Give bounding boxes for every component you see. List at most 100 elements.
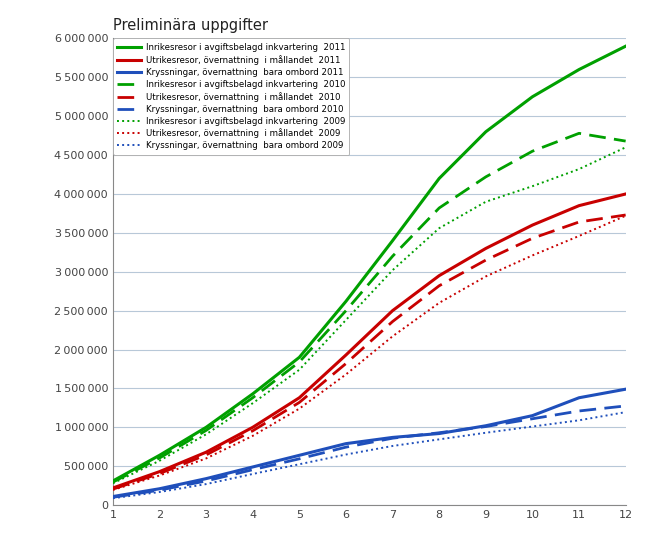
Utrikesresor, övernattning  i mållandet  2010 (109, 486, 117, 492)
Utrikesresor, övernattning  i mållandet  2011 (435, 272, 443, 279)
Utrikesresor, övernattning  i mållandet  2009 (155, 472, 163, 479)
Utrikesresor, övernattning  i mållandet  2011 (342, 352, 350, 358)
Utrikesresor, övernattning  i mållandet  2009 (249, 433, 257, 439)
Utrikesresor, övernattning  i mållandet  2009 (482, 273, 490, 279)
Inrikesresor i avgiftsbelagd inkvartering  2009 (482, 198, 490, 205)
Kryssningar, övernattning  bara ombord 2011 (342, 440, 350, 447)
Inrikesresor i avgiftsbelagd inkvartering  2009 (203, 431, 210, 438)
Inrikesresor i avgiftsbelagd inkvartering  2010 (482, 173, 490, 180)
Inrikesresor i avgiftsbelagd inkvartering  2010 (622, 138, 630, 144)
Kryssningar, övernattning  bara ombord 2010 (482, 423, 490, 430)
Inrikesresor i avgiftsbelagd inkvartering  2009 (622, 144, 630, 150)
Line: Kryssningar, övernattning  bara ombord 2011: Kryssningar, övernattning bara ombord 20… (113, 389, 626, 496)
Kryssningar, övernattning  bara ombord 2010 (295, 456, 303, 462)
Kryssningar, övernattning  bara ombord 2009 (622, 409, 630, 416)
Utrikesresor, övernattning  i mållandet  2011 (528, 222, 536, 228)
Kryssningar, övernattning  bara ombord 2011 (249, 464, 257, 470)
Utrikesresor, övernattning  i mållandet  2010 (622, 212, 630, 219)
Line: Utrikesresor, övernattning  i mållandet  2010: Utrikesresor, övernattning i mållandet 2… (113, 215, 626, 489)
Inrikesresor i avgiftsbelagd inkvartering  2011 (622, 43, 630, 49)
Inrikesresor i avgiftsbelagd inkvartering  2009 (342, 317, 350, 323)
Utrikesresor, övernattning  i mållandet  2010 (435, 282, 443, 289)
Inrikesresor i avgiftsbelagd inkvartering  2010 (155, 455, 163, 461)
Utrikesresor, övernattning  i mållandet  2009 (622, 212, 630, 219)
Kryssningar, övernattning  bara ombord 2010 (575, 408, 583, 414)
Text: Preliminära uppgifter: Preliminära uppgifter (113, 18, 268, 33)
Kryssningar, övernattning  bara ombord 2010 (389, 435, 397, 441)
Inrikesresor i avgiftsbelagd inkvartering  2009 (249, 400, 257, 406)
Utrikesresor, övernattning  i mållandet  2011 (622, 191, 630, 197)
Inrikesresor i avgiftsbelagd inkvartering  2009 (528, 183, 536, 189)
Kryssningar, övernattning  bara ombord 2009 (528, 423, 536, 430)
Inrikesresor i avgiftsbelagd inkvartering  2010 (435, 205, 443, 211)
Kryssningar, övernattning  bara ombord 2011 (435, 430, 443, 437)
Inrikesresor i avgiftsbelagd inkvartering  2010 (203, 427, 210, 434)
Kryssningar, övernattning  bara ombord 2010 (435, 429, 443, 436)
Kryssningar, övernattning  bara ombord 2010 (203, 478, 210, 484)
Inrikesresor i avgiftsbelagd inkvartering  2011 (435, 175, 443, 182)
Utrikesresor, övernattning  i mållandet  2011 (482, 245, 490, 251)
Kryssningar, övernattning  bara ombord 2009 (109, 495, 117, 502)
Utrikesresor, övernattning  i mållandet  2011 (203, 449, 210, 456)
Kryssningar, övernattning  bara ombord 2009 (295, 461, 303, 468)
Inrikesresor i avgiftsbelagd inkvartering  2010 (342, 307, 350, 314)
Inrikesresor i avgiftsbelagd inkvartering  2011 (528, 93, 536, 100)
Kryssningar, övernattning  bara ombord 2011 (575, 394, 583, 401)
Utrikesresor, övernattning  i mållandet  2011 (155, 468, 163, 475)
Line: Kryssningar, övernattning  bara ombord 2009: Kryssningar, övernattning bara ombord 20… (113, 412, 626, 498)
Inrikesresor i avgiftsbelagd inkvartering  2010 (389, 253, 397, 260)
Kryssningar, övernattning  bara ombord 2011 (109, 493, 117, 500)
Kryssningar, övernattning  bara ombord 2009 (389, 442, 397, 449)
Kryssningar, övernattning  bara ombord 2009 (155, 489, 163, 495)
Inrikesresor i avgiftsbelagd inkvartering  2009 (155, 457, 163, 464)
Kryssningar, övernattning  bara ombord 2011 (528, 412, 536, 419)
Kryssningar, övernattning  bara ombord 2009 (482, 429, 490, 436)
Kryssningar, övernattning  bara ombord 2010 (249, 467, 257, 473)
Utrikesresor, övernattning  i mållandet  2010 (389, 318, 397, 325)
Kryssningar, övernattning  bara ombord 2011 (155, 485, 163, 492)
Legend: Inrikesresor i avgiftsbelagd inkvartering  2011, Utrikesresor, övernattning  i m: Inrikesresor i avgiftsbelagd inkvarterin… (113, 38, 350, 155)
Kryssningar, övernattning  bara ombord 2011 (203, 475, 210, 482)
Inrikesresor i avgiftsbelagd inkvartering  2011 (342, 298, 350, 305)
Kryssningar, övernattning  bara ombord 2011 (622, 386, 630, 393)
Utrikesresor, övernattning  i mållandet  2010 (295, 399, 303, 406)
Inrikesresor i avgiftsbelagd inkvartering  2010 (295, 358, 303, 365)
Line: Inrikesresor i avgiftsbelagd inkvartering  2011: Inrikesresor i avgiftsbelagd inkvarterin… (113, 46, 626, 481)
Utrikesresor, övernattning  i mållandet  2010 (155, 470, 163, 477)
Inrikesresor i avgiftsbelagd inkvartering  2011 (575, 66, 583, 73)
Utrikesresor, övernattning  i mållandet  2009 (203, 455, 210, 462)
Line: Utrikesresor, övernattning  i mållandet  2009: Utrikesresor, övernattning i mållandet 2… (113, 216, 626, 490)
Utrikesresor, övernattning  i mållandet  2011 (249, 424, 257, 430)
Utrikesresor, övernattning  i mållandet  2009 (342, 371, 350, 378)
Utrikesresor, övernattning  i mållandet  2009 (389, 333, 397, 340)
Line: Inrikesresor i avgiftsbelagd inkvartering  2009: Inrikesresor i avgiftsbelagd inkvarterin… (113, 147, 626, 483)
Kryssningar, övernattning  bara ombord 2009 (575, 417, 583, 424)
Kryssningar, övernattning  bara ombord 2009 (342, 451, 350, 458)
Utrikesresor, övernattning  i mållandet  2011 (389, 307, 397, 314)
Inrikesresor i avgiftsbelagd inkvartering  2009 (295, 367, 303, 373)
Inrikesresor i avgiftsbelagd inkvartering  2009 (109, 480, 117, 486)
Inrikesresor i avgiftsbelagd inkvartering  2011 (203, 424, 210, 430)
Inrikesresor i avgiftsbelagd inkvartering  2011 (295, 354, 303, 361)
Inrikesresor i avgiftsbelagd inkvartering  2011 (482, 128, 490, 135)
Inrikesresor i avgiftsbelagd inkvartering  2010 (109, 479, 117, 485)
Kryssningar, övernattning  bara ombord 2011 (482, 423, 490, 429)
Inrikesresor i avgiftsbelagd inkvartering  2011 (389, 237, 397, 244)
Line: Kryssningar, övernattning  bara ombord 2010: Kryssningar, övernattning bara ombord 20… (113, 406, 626, 497)
Kryssningar, övernattning  bara ombord 2010 (622, 402, 630, 409)
Utrikesresor, övernattning  i mållandet  2010 (482, 257, 490, 264)
Utrikesresor, övernattning  i mållandet  2009 (528, 252, 536, 259)
Utrikesresor, övernattning  i mållandet  2010 (342, 360, 350, 367)
Utrikesresor, övernattning  i mållandet  2010 (249, 428, 257, 434)
Kryssningar, övernattning  bara ombord 2009 (249, 470, 257, 477)
Inrikesresor i avgiftsbelagd inkvartering  2011 (249, 390, 257, 397)
Utrikesresor, övernattning  i mållandet  2011 (295, 394, 303, 401)
Utrikesresor, övernattning  i mållandet  2010 (575, 219, 583, 225)
Inrikesresor i avgiftsbelagd inkvartering  2010 (249, 394, 257, 401)
Kryssningar, övernattning  bara ombord 2010 (109, 494, 117, 501)
Utrikesresor, övernattning  i mållandet  2011 (575, 203, 583, 209)
Line: Utrikesresor, övernattning  i mållandet  2011: Utrikesresor, övernattning i mållandet 2… (113, 194, 626, 488)
Kryssningar, övernattning  bara ombord 2010 (528, 416, 536, 422)
Inrikesresor i avgiftsbelagd inkvartering  2011 (109, 478, 117, 484)
Utrikesresor, övernattning  i mållandet  2011 (109, 485, 117, 491)
